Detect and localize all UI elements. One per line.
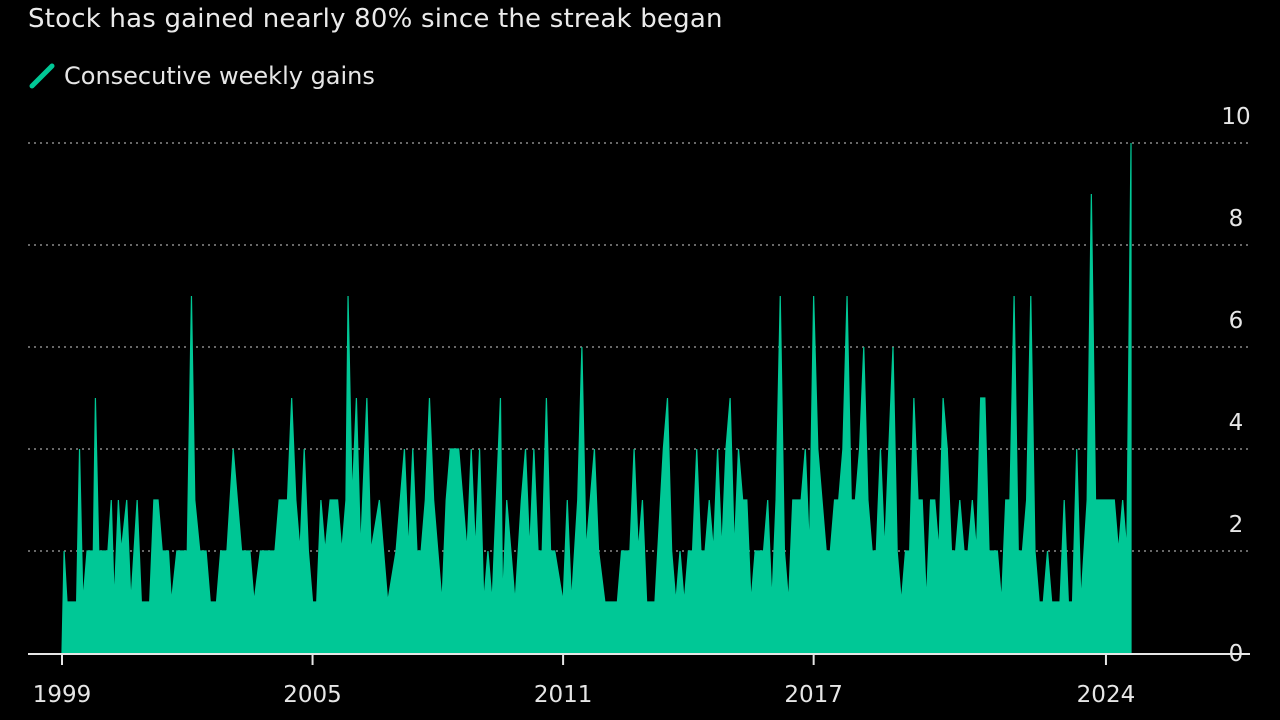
series-area-consecutive-weekly-gains bbox=[61, 142, 1132, 654]
y-tick-label-0: 0 bbox=[1229, 641, 1244, 667]
series-area bbox=[61, 142, 1132, 654]
chart-legend: Consecutive weekly gains bbox=[28, 62, 375, 90]
y-tick-label-2: 2 bbox=[1229, 512, 1244, 538]
x-tick-label-2017: 2017 bbox=[784, 682, 843, 708]
y-tick-label-10: 10 bbox=[1221, 104, 1250, 130]
y-tick-label-8: 8 bbox=[1229, 206, 1244, 232]
x-tick-label-1999: 1999 bbox=[33, 682, 92, 708]
x-axis bbox=[28, 653, 1250, 665]
y-tick-label-6: 6 bbox=[1229, 308, 1244, 334]
x-tick-label-2011: 2011 bbox=[534, 682, 593, 708]
legend-line-icon bbox=[29, 63, 55, 89]
x-tick-label-2024: 2024 bbox=[1077, 682, 1136, 708]
x-tick-labels: 1999 2005 2011 2017 2024 bbox=[33, 682, 1136, 708]
x-tick-label-2005: 2005 bbox=[283, 682, 342, 708]
y-tick-labels: 0 2 4 6 8 10 bbox=[1221, 104, 1250, 667]
chart-subtitle: Stock has gained nearly 80% since the st… bbox=[28, 4, 723, 34]
legend-entry-label: Consecutive weekly gains bbox=[64, 62, 375, 90]
y-tick-label-4: 4 bbox=[1229, 410, 1244, 436]
y-gridlines bbox=[28, 142, 1250, 552]
